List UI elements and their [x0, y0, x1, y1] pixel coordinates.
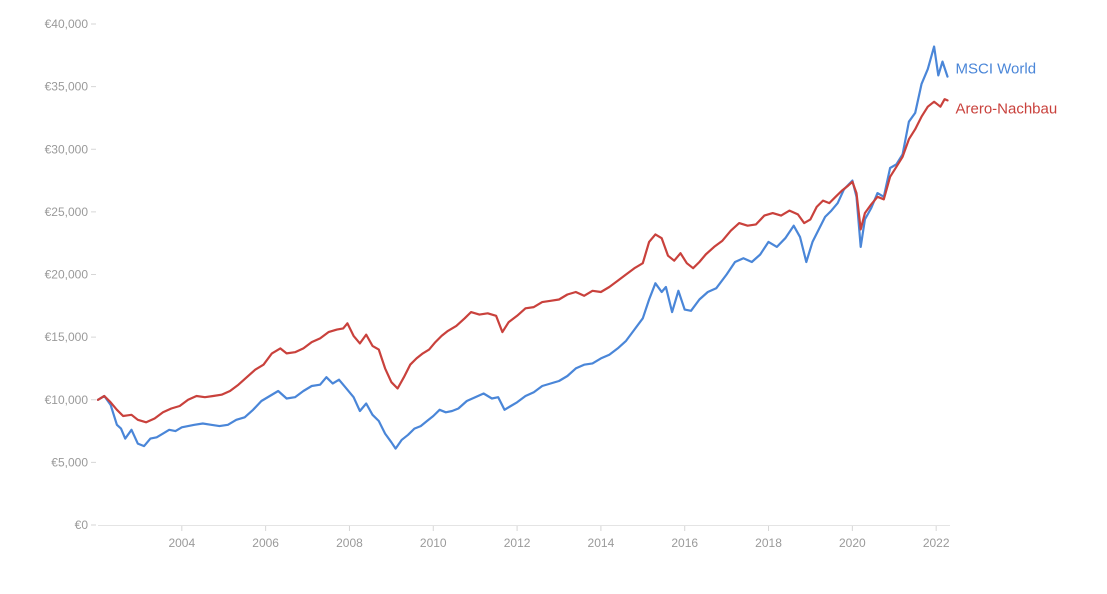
x-tick-label: 2006	[252, 536, 279, 550]
y-tick-label: €25,000	[45, 205, 89, 219]
series-line-msci-world	[96, 45, 949, 450]
legend-label-arero-nachbau: Arero-Nachbau	[955, 100, 1057, 117]
x-tick-label: 2020	[839, 536, 866, 550]
x-tick-label: 2008	[336, 536, 363, 550]
y-tick-label: €5,000	[51, 455, 88, 469]
x-tick-label: 2018	[755, 536, 782, 550]
x-tick-label: 2016	[671, 536, 698, 550]
y-tick-label: €10,000	[45, 393, 89, 407]
y-tick-label: €20,000	[45, 268, 89, 282]
y-tick-label: €0	[75, 518, 89, 532]
y-tick-label: €15,000	[45, 330, 89, 344]
series-line-arero-nachbau	[96, 98, 949, 424]
legend: MSCI World Arero-Nachbau	[955, 61, 1057, 118]
x-axis: 2004 2006 2008 2010 2012 2014 2016 2018 2020 2022	[98, 525, 950, 550]
y-tick-label: €30,000	[45, 142, 89, 156]
legend-label-msci-world: MSCI World	[955, 61, 1036, 78]
y-axis: €0 €5,000 €10,000 €15,000 €20,000 €25,000 €30,…	[45, 17, 96, 532]
y-tick-label: €35,000	[45, 80, 89, 94]
x-tick-label: 2004	[168, 536, 195, 550]
x-tick-label: 2014	[588, 536, 615, 550]
y-tick-label: €40,000	[45, 17, 89, 31]
x-tick-label: 2012	[504, 536, 531, 550]
x-tick-label: 2010	[420, 536, 447, 550]
series-layer	[96, 45, 949, 450]
x-tick-label: 2022	[923, 536, 950, 550]
